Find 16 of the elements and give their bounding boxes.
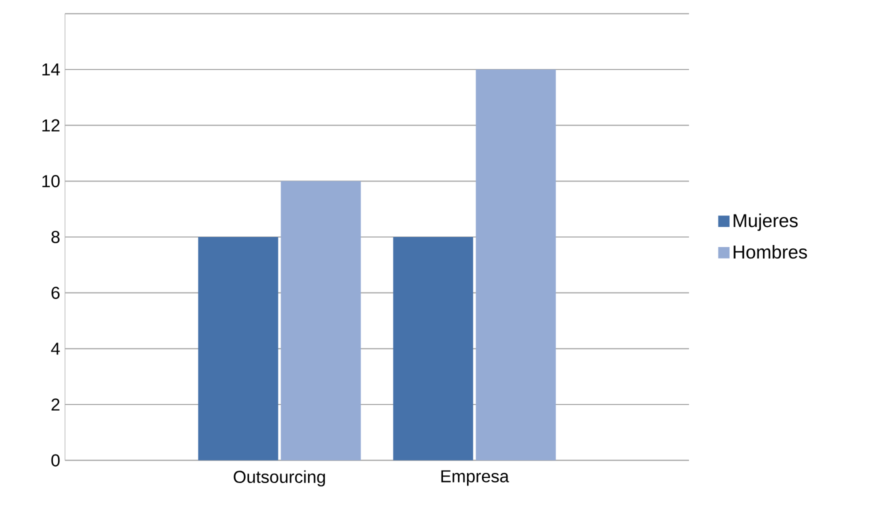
legend-label: Hombres — [734, 244, 807, 259]
y-tick-label: 0 — [51, 454, 60, 466]
x-tick-label: Outsourcing — [234, 470, 325, 486]
bar — [280, 181, 361, 460]
y-tick-label: 10 — [42, 175, 60, 188]
y-tick-label: 8 — [51, 230, 60, 244]
y-tick-label: 14 — [42, 64, 60, 76]
y-tick-label: 2 — [52, 398, 60, 411]
y-tick-label: 12 — [42, 119, 60, 132]
x-tick-label: Empresa — [441, 470, 510, 486]
bar — [476, 69, 556, 460]
legend-label: Mujeres — [734, 214, 798, 231]
y-tick-label: 4 — [51, 342, 60, 355]
bar — [198, 236, 278, 460]
bar — [393, 236, 474, 460]
y-tick-label: 6 — [52, 286, 60, 299]
